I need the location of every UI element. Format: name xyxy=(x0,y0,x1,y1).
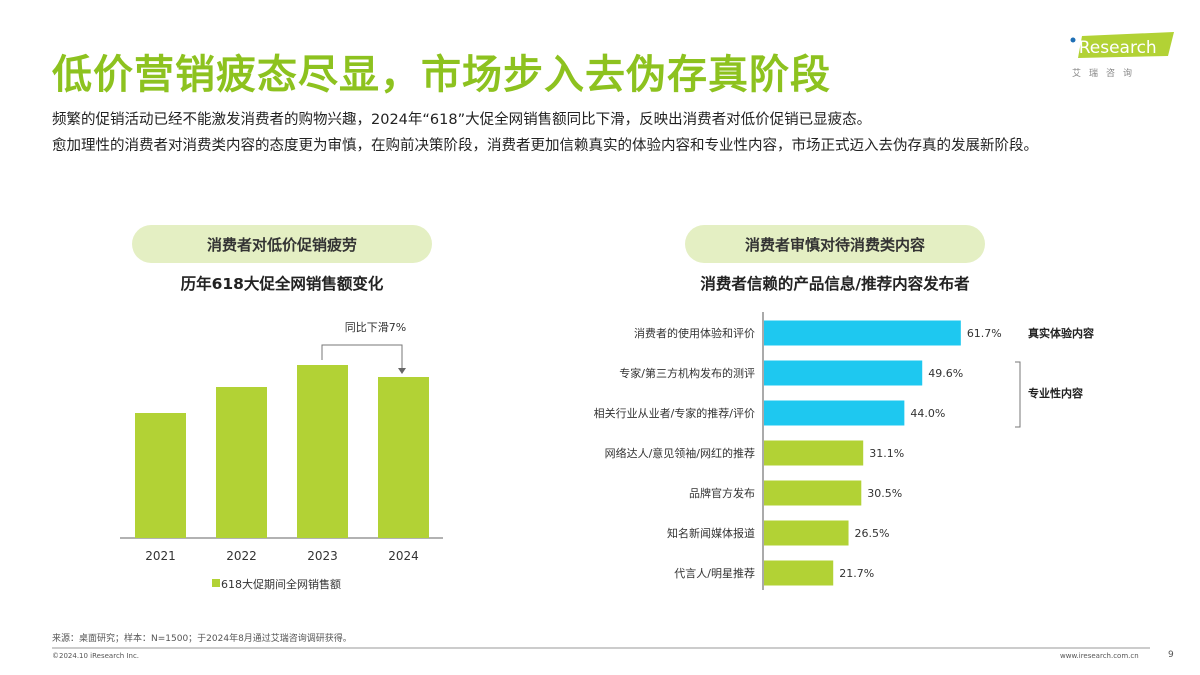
category-label: 品牌官方发布 xyxy=(689,486,755,500)
group-bracket xyxy=(1015,361,1021,428)
x-tick-label: 2023 xyxy=(307,549,338,563)
logo-text: iResearch xyxy=(1074,38,1157,58)
svg-text:艾瑞咨询: 艾瑞咨询 xyxy=(1072,67,1140,79)
x-tick-label: 2024 xyxy=(388,549,419,563)
category-label: 专家/第三方机构发布的测评 xyxy=(619,366,755,380)
group-label-professional: 专业性内容 xyxy=(1028,386,1083,400)
source-note: 来源：桌面研究；样本：N=1500；于2024年8月通过艾瑞咨询调研获得。 xyxy=(52,634,352,644)
left-chart-subtitle: 历年618大促全网销售额变化 xyxy=(180,275,384,293)
group-label-real-experience: 真实体验内容 xyxy=(1028,326,1094,340)
value-label: 49.6% xyxy=(928,367,963,380)
value-label: 31.1% xyxy=(869,447,904,460)
bar-6 xyxy=(764,560,834,586)
legend-label: 618大促期间全网销售额 xyxy=(221,577,341,591)
arrow-down-icon xyxy=(398,368,406,374)
category-label: 知名新闻媒体报道 xyxy=(667,526,755,540)
website-link[interactable]: www.iresearch.com.cn xyxy=(1060,652,1139,660)
trust-bar-chart: 消费者的使用体验和评价 61.7% 专家/第三方机构发布的测评 49.6% 相关行业从业… xyxy=(594,312,1094,590)
legend-swatch xyxy=(212,579,220,587)
bar-2 xyxy=(764,400,905,426)
left-section-pill: 消费者对低价促销疲劳 xyxy=(132,225,432,263)
bar-2022 xyxy=(216,387,267,538)
right-section-pill: 消费者审慎对待消费类内容 xyxy=(685,225,985,263)
x-tick-label: 2021 xyxy=(145,549,176,563)
x-tick-label: 2022 xyxy=(226,549,257,563)
bar-0 xyxy=(764,320,961,346)
annotation-label: 同比下滑7% xyxy=(345,321,406,334)
bar-2023 xyxy=(297,365,348,538)
value-label: 30.5% xyxy=(867,487,902,500)
footer-divider xyxy=(52,647,1150,649)
page-title: 低价营销疲态尽显，市场步入去伪存真阶段 xyxy=(52,52,831,98)
bar-3 xyxy=(764,440,864,466)
category-label: 相关行业从业者/专家的推荐/评价 xyxy=(594,406,755,420)
copyright: ©2024.10 iResearch Inc. xyxy=(52,652,140,660)
bar-5 xyxy=(764,520,849,546)
bar-4 xyxy=(764,480,862,506)
sales-bar-chart: 2021 2022 2023 2024 同比下滑7% 618大促期间全网销售额 xyxy=(120,321,443,591)
description-line-2: 愈加理性的消费者对消费类内容的态度更为审慎，在购前决策阶段，消费者更加信赖真实的… xyxy=(52,138,1038,154)
category-label: 代言人/明星推荐 xyxy=(674,566,755,580)
bar-2024 xyxy=(378,377,429,538)
right-chart-subtitle: 消费者信赖的产品信息/推荐内容发布者 xyxy=(700,275,970,293)
value-label: 21.7% xyxy=(839,567,874,580)
bar-2021 xyxy=(135,413,186,538)
page-number: 9 xyxy=(1168,650,1174,660)
description-line-1: 频繁的促销活动已经不能激发消费者的购物兴趣，2024年“618”大促全网销售额同… xyxy=(52,112,872,128)
category-label: 网络达人/意见领袖/网红的推荐 xyxy=(605,446,755,460)
category-label: 消费者的使用体验和评价 xyxy=(634,326,755,340)
value-label: 44.0% xyxy=(910,407,945,420)
value-label: 26.5% xyxy=(855,527,890,540)
annotation-bracket xyxy=(321,344,403,369)
iresearch-logo: iResearch 艾瑞咨询 xyxy=(1070,32,1174,79)
value-label: 61.7% xyxy=(967,327,1002,340)
bar-1 xyxy=(764,360,923,386)
